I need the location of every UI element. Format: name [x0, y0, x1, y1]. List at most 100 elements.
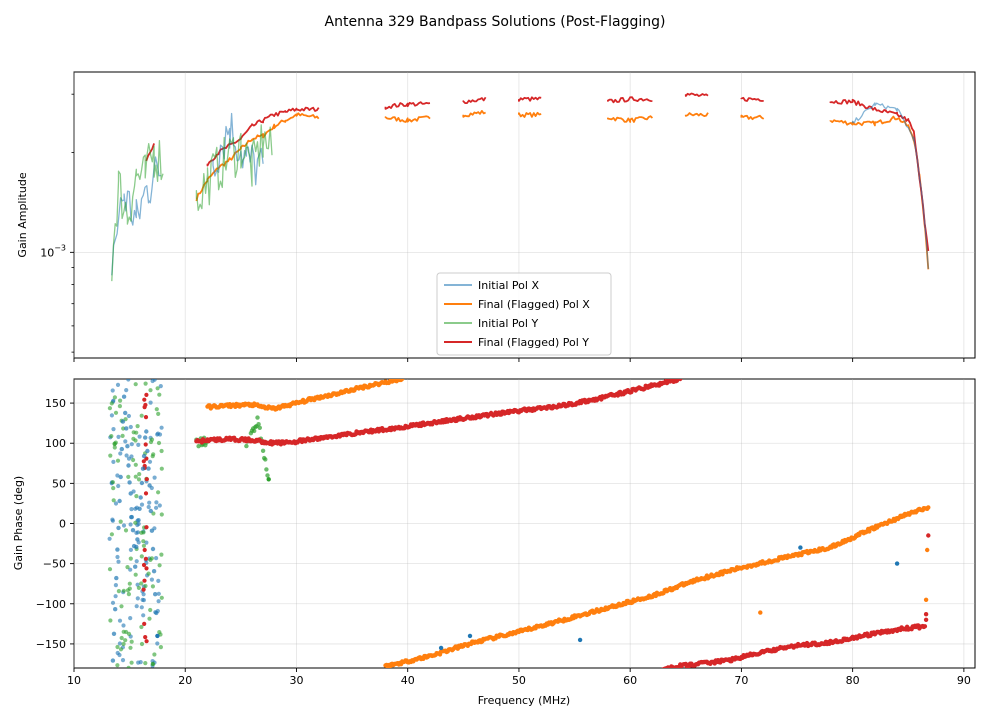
- phase-point-initial-y: [112, 441, 117, 446]
- phase-point-initial-pol-y: [252, 428, 257, 434]
- phase-point-initial-pol-x: [124, 426, 129, 431]
- phase-point-initial-x: [149, 577, 154, 582]
- legend: Initial Pol X Final (Flagged) Pol X Init…: [436, 272, 612, 356]
- phase-point-initial-y: [119, 635, 124, 641]
- phase-point-initial-x: [115, 554, 120, 560]
- phase-point-initial-y: [139, 554, 144, 559]
- phase-point-initial-y: [156, 411, 161, 416]
- phase-point-initial-pol-y: [263, 457, 268, 462]
- amplitude-y-ticks: 10−3: [40, 93, 74, 353]
- phase-point-initial-x: [158, 384, 163, 389]
- phase-outlier-point: [438, 645, 444, 651]
- phase-point-initial-x: [110, 600, 116, 605]
- phase-outliers: [438, 533, 931, 651]
- phase-point-initial-x: [129, 442, 134, 447]
- figure-title: Antenna 329 Bandpass Solutions (Post-Fla…: [325, 14, 666, 30]
- phase-point-initial-x: [121, 623, 126, 628]
- phase-point-initial-y: [157, 630, 162, 635]
- legend-label-final-x: Final (Flagged) Pol X: [478, 298, 590, 311]
- phase-point-initial-x: [159, 425, 164, 430]
- phase-x-tick-label: 30: [289, 674, 303, 687]
- phase-point-initial-pol-x: [125, 444, 130, 449]
- amplitude-x-ticks: [73, 358, 965, 362]
- amplitude-y-tick-label: 10−3: [40, 243, 66, 259]
- amplitude-series-initial-pol-y: [111, 124, 273, 282]
- phase-point-initial-y: [109, 401, 114, 406]
- phase-point-initial-x: [154, 500, 159, 505]
- phase-outlier-point: [894, 561, 900, 566]
- phase-point-initial-pol-x: [144, 429, 149, 434]
- phase-point-initial-y: [129, 660, 134, 665]
- phase-point-initial-y: [121, 629, 126, 634]
- phase-point-initial-pol-y: [260, 448, 266, 453]
- phase-point-initial-x: [136, 442, 141, 447]
- phase-x-tick-label: 10: [67, 674, 81, 687]
- phase-point-final-flagged-pol-x: [926, 505, 931, 510]
- phase-point-initial-y: [120, 433, 125, 438]
- phase-point-initial-pol-x: [150, 546, 156, 552]
- phase-point-initial-x: [156, 599, 161, 604]
- phase-point-initial-pol-x: [151, 569, 157, 574]
- phase-point-final-y: [142, 621, 147, 627]
- phase-point-initial-pol-x: [126, 463, 131, 468]
- phase-point-initial-x: [135, 530, 141, 535]
- phase-point-final-y: [143, 556, 148, 561]
- phase-point-initial-x: [140, 597, 145, 603]
- phase-point-initial-y: [136, 585, 141, 591]
- legend-label-initial-y: Initial Pol Y: [478, 317, 538, 330]
- phase-point-initial-pol-x: [117, 498, 122, 504]
- phase-point-initial-y: [141, 530, 146, 535]
- phase-point-initial-x: [113, 583, 118, 588]
- phase-point-initial-y: [123, 528, 129, 533]
- phase-point-initial-y: [131, 436, 136, 441]
- phase-point-initial-y: [143, 381, 148, 386]
- phase-x-ticks: 10 20 30 40 50 60 70 80 90: [67, 668, 971, 687]
- phase-point-initial-x: [135, 582, 140, 587]
- phase-point-final-y: [143, 491, 149, 496]
- phase-point-initial-y: [108, 453, 113, 458]
- phase-point-initial-y: [126, 474, 131, 479]
- phase-point-initial-x: [134, 604, 139, 609]
- phase-point-initial-x: [120, 658, 126, 663]
- phase-point-initial-pol-x: [154, 610, 159, 616]
- phase-point-initial-pol-x: [111, 631, 117, 636]
- phase-y-tick-label: 0: [59, 518, 66, 531]
- phase-point-final-flagged-pol-y: [922, 624, 928, 629]
- phase-point-initial-x: [147, 459, 153, 464]
- phase-point-initial-y: [121, 641, 126, 647]
- phase-point-initial-pol-x: [143, 435, 148, 440]
- phase-point-initial-y: [126, 592, 131, 597]
- phase-point-initial-y: [156, 490, 161, 495]
- phase-point-initial-y: [123, 638, 128, 643]
- phase-point-initial-pol-x: [115, 547, 120, 552]
- legend-label-final-y: Final (Flagged) Pol Y: [478, 336, 589, 349]
- phase-point-initial-x: [107, 536, 112, 541]
- phase-point-initial-x: [128, 616, 133, 621]
- phase-point-initial-y: [112, 395, 117, 400]
- phase-point-initial-y: [148, 557, 153, 563]
- phase-point-final-y: [144, 566, 149, 571]
- amplitude-grid: [73, 72, 975, 358]
- phase-point-initial-x: [155, 432, 160, 437]
- phase-point-initial-y: [137, 472, 142, 477]
- phase-point-initial-x: [126, 413, 131, 419]
- phase-point-initial-x: [150, 379, 155, 384]
- phase-point-final-y: [143, 402, 148, 408]
- phase-point-initial-x: [137, 434, 142, 439]
- phase-outlier-point: [926, 533, 931, 538]
- phase-point-initial-pol-x: [138, 495, 143, 500]
- phase-point-initial-y: [159, 448, 164, 454]
- phase-point-initial-pol-y: [265, 473, 270, 478]
- phase-point-initial-y: [128, 645, 133, 650]
- phase-point-initial-y: [150, 584, 155, 589]
- phase-point-initial-y: [121, 588, 126, 593]
- phase-point-initial-pol-x: [110, 658, 116, 663]
- phase-point-initial-x: [124, 388, 129, 393]
- phase-point-initial-pol-x: [127, 480, 132, 485]
- phase-outlier-point: [758, 610, 763, 615]
- phase-point-initial-x: [115, 382, 121, 387]
- phase-point-initial-y: [143, 661, 148, 666]
- amplitude-series-final-flagged-pol-x: [195, 110, 930, 270]
- phase-series-final-flagged-pol-y: [194, 379, 928, 668]
- phase-point-initial-y: [111, 486, 116, 491]
